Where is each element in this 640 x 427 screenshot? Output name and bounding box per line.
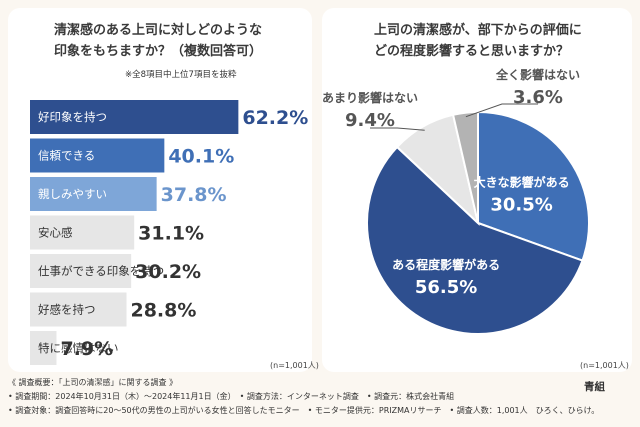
bar-value-6: 28.8% (130, 300, 196, 322)
left-chart-title: 清潔感のある上司に対しどのような 印象をもちますか？（複数回答可） (54, 23, 263, 59)
pie-leader-line-4 (465, 103, 538, 118)
left-chart-note: ※全8項目中上位7項目を抜粋 (125, 70, 237, 80)
bar-7 (30, 331, 57, 365)
right-chart-title: 上司の清潔感が、部下からの評価に どの程度影響すると思いますか？ (374, 23, 582, 59)
brand-logo-text: 青組 (584, 381, 605, 393)
pie-value-3: 9.4% (345, 110, 395, 131)
bar-value-3: 37.8% (161, 184, 227, 206)
bar-3 (30, 177, 157, 211)
bar-value-4: 31.1% (138, 223, 204, 245)
pie-slice-1 (477, 110, 590, 262)
bar-6 (30, 292, 127, 327)
bar-5 (30, 254, 132, 288)
pie-value-1: 30.5% (490, 194, 552, 215)
survey-footer: 《 調査概要：「上司の清潔感」に関する調査 》 • 調査期間：2024年10月3… (8, 376, 632, 418)
pie-slice-2 (366, 145, 584, 335)
bar-label-1: 好印象を持つ (38, 110, 107, 124)
footer-details-2: • 調査対象：調査回答時に20〜50代の男性の上司がいる女性と回答したモニター … (8, 406, 600, 415)
bar-label-6: 好感を持つ (38, 303, 96, 317)
pie-label-4: 全く影響はない (495, 67, 580, 82)
pie-label-1: 大きな影響がある (474, 174, 570, 189)
bar-label-3: 親しみやすい (38, 187, 107, 201)
bar-1 (30, 100, 239, 134)
bar-value-7: 7.9% (60, 338, 113, 360)
bar-value-1: 62.2% (242, 107, 308, 129)
bar-4 (30, 215, 135, 250)
pie-label-3: あまり影響はない (322, 90, 418, 105)
pie-label-2: ある程度影響がある (392, 257, 500, 272)
pie-leader-line-3 (370, 127, 425, 131)
footer-details-1: • 調査期間：2024年10月31日（木）〜2024年11月1日（金） • 調査… (8, 392, 455, 401)
bar-label-5: 仕事ができる印象を持つ (38, 264, 164, 278)
bar-value-5: 30.2% (135, 261, 201, 283)
left-sample-size: (n=1,001人) (270, 361, 319, 370)
bar-label-4: 安心感 (38, 226, 73, 240)
footer-heading: 《 調査概要：「上司の清潔感」に関する調査 》 (8, 378, 178, 387)
bar-label-2: 信頼できる (38, 149, 95, 163)
pie-value-2: 56.5% (415, 277, 477, 298)
pie-value-4: 3.6% (513, 87, 563, 108)
bar-label-7: 特に感情はない (38, 341, 119, 355)
right-sample-size: (n=1,001人) (580, 361, 629, 370)
bar-2 (30, 138, 165, 173)
bar-value-2: 40.1% (168, 146, 234, 168)
